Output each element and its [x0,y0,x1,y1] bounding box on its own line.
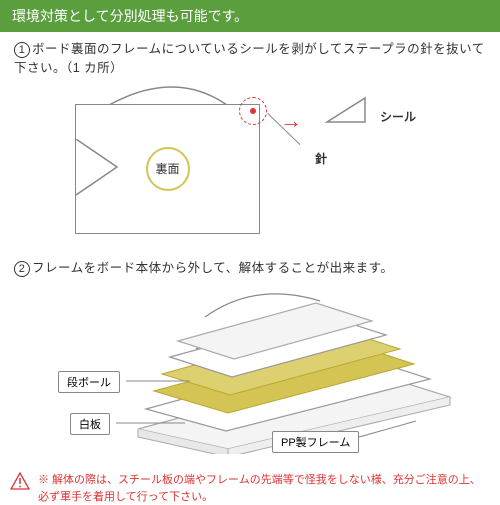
step-2-instruction: フレームをボード本体から外して、解体することが出来ます。 [32,261,393,275]
board-back-label: 裏面 [146,147,190,191]
tag-frame: PP製フレーム [272,431,359,453]
fold-string-icon [73,139,123,199]
step-1-number: 1 [14,42,30,58]
step-2-number: 2 [14,261,30,277]
tag-whiteboard: 白板 [70,413,110,435]
header-bar: 環境対策として分別処理も可能です。 [0,0,500,32]
warning-text: ※ 解体の際は、スチール板の端やフレームの先端等で怪我をしない様、充分ご注意の上… [38,472,490,505]
warning-triangle-icon [10,472,30,490]
content-area: 1ボード裏面のフレームについているシールを剥がしてステープラの針を抜いて下さい。… [0,32,500,468]
step-1: 1ボード裏面のフレームについているシールを剥がしてステープラの針を抜いて下さい。… [14,40,486,249]
tag-cardboard: 段ボール [58,371,120,393]
step-1-instruction: ボード裏面のフレームについているシールを剥がしてステープラの針を抜いて下さい。（… [14,42,485,75]
step-2-text: 2フレームをボード本体から外して、解体することが出来ます。 [14,259,486,278]
pin-label: 針 [315,150,327,167]
seal-label: シール [380,108,416,125]
step-1-text: 1ボード裏面のフレームについているシールを剥がしてステープラの針を抜いて下さい。… [14,40,486,78]
board-back: 裏面 [75,104,260,234]
seal-triangle-icon [325,92,369,126]
step-2: 2フレームをボード本体から外して、解体することが出来ます。 [14,259,486,455]
pin-dot-icon [250,108,256,114]
warning-row: ※ 解体の際は、スチール板の端やフレームの先端等で怪我をしない様、充分ご注意の上… [0,468,500,505]
diagram-2: 段ボール 白板 PP製フレーム [30,279,470,454]
diagram-1: 裏面 → シール 針 [40,84,460,249]
